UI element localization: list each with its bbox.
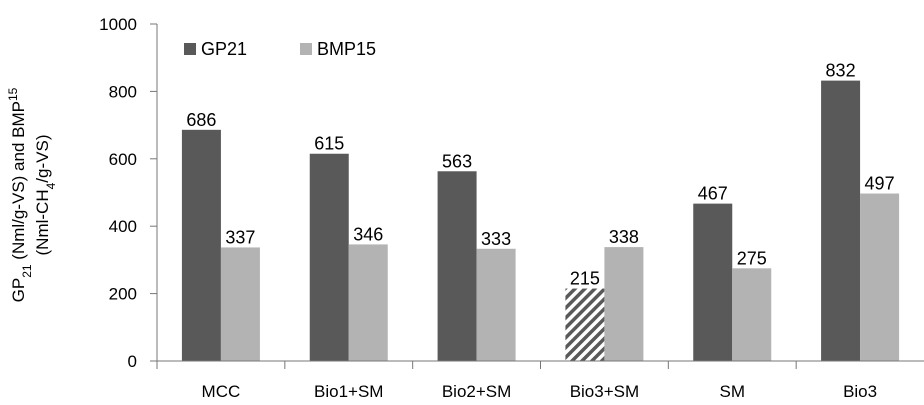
y-tick-label: 1000 [99,15,137,34]
category-label: Bio3 [843,382,877,401]
bar-bmp15-bio3 [860,194,899,361]
bar-bmp15-sm [732,268,771,361]
y-tick-label: 800 [109,82,137,101]
data-label: 615 [314,134,344,154]
legend: GP21 BMP15 [184,39,376,59]
bar-bmp15-mcc [221,247,260,361]
bar-gp21-bio2-sm [438,171,477,361]
bar-bmp15-bio2-sm [477,249,516,361]
legend-label-gp21: GP21 [201,39,247,59]
legend-label-bmp15: BMP15 [317,39,376,59]
data-label: 215 [570,269,600,289]
category-label: Bio1+SM [314,382,383,401]
y-axis-label-line1: GP21 (Nml/g-VS) and BMP15 [6,87,34,302]
bar-gp21-bio3-sm [565,289,604,361]
legend-swatch-bmp15 [300,43,312,55]
data-labels: 686 337 615 346 563 333 215 338 467 275 832 497 [186,61,894,289]
y-axis-ticks: 0 200 400 600 800 1000 [99,15,157,371]
y-axis-label-line2: (Nml-CH4/g-VS) [33,135,58,256]
data-label: 337 [225,227,255,247]
category-label: SM [720,382,746,401]
bar-gp21-bio1-sm [310,154,349,361]
bar-bmp15-bio1-sm [349,244,388,361]
category-label: MCC [202,382,241,401]
y-tick-label: 0 [128,352,137,371]
y-tick-label: 400 [109,217,137,236]
data-label: 338 [609,227,639,247]
data-label: 832 [826,61,856,81]
data-label: 686 [186,110,216,130]
bar-gp21-mcc [182,130,221,361]
axes [157,24,924,361]
category-label: Bio3+SM [570,382,639,401]
legend-swatch-gp21 [184,43,196,55]
category-label: Bio2+SM [442,382,511,401]
y-tick-label: 200 [109,285,137,304]
data-label: 333 [481,229,511,249]
data-label: 563 [442,151,472,171]
bar-gp21-sm [693,204,732,361]
data-label: 467 [698,184,728,204]
bars [182,81,899,361]
data-label: 346 [353,224,383,244]
bar-gp21-bio3 [821,81,860,361]
y-tick-label: 600 [109,150,137,169]
data-label: 497 [865,174,895,194]
data-label: 275 [737,248,767,268]
y-axis-title: GP21 (Nml/g-VS) and BMP15 (Nml-CH4/g-VS) [6,87,58,302]
bar-bmp15-bio3-sm [604,247,643,361]
category-labels: MCC Bio1+SM Bio2+SM Bio3+SM SM Bio3 [157,361,877,401]
